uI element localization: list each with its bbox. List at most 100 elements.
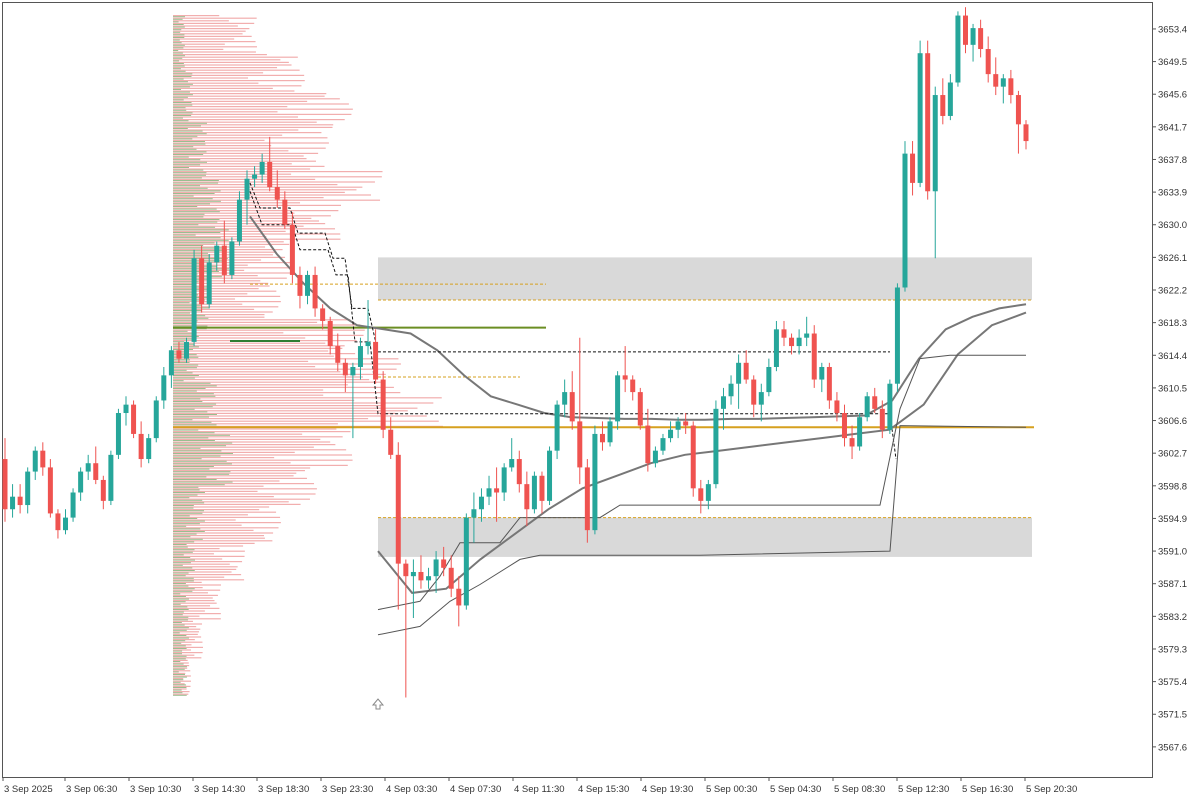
profile-bar: [173, 377, 195, 379]
profile-bar: [173, 108, 353, 110]
profile-bar: [173, 533, 197, 535]
profile-bar: [173, 345, 345, 347]
profile-bar: [173, 368, 397, 370]
candle-body: [63, 517, 69, 531]
profile-bar: [173, 184, 338, 186]
profile-bar: [173, 598, 189, 600]
profile-bar: [173, 588, 195, 590]
profile-bar: [173, 103, 349, 105]
profile-bar: [173, 507, 194, 509]
profile-bar: [173, 139, 265, 141]
profile-bar: [173, 429, 199, 431]
profile-bar: [173, 216, 204, 218]
profile-bar: [173, 545, 244, 547]
profile-bar: [173, 64, 292, 66]
price-axis: 3653.4 3649.5 3645.6 3641.7 3637.8 3633.9 3630…: [1152, 24, 1187, 753]
profile-bar: [173, 107, 186, 109]
profile-bar: [173, 174, 206, 176]
profile-bar: [173, 358, 399, 360]
profile-bar: [173, 321, 318, 323]
candle-body: [312, 274, 318, 309]
profile-bar: [173, 666, 187, 668]
candle-body: [320, 308, 326, 321]
profile-bar: [173, 35, 252, 37]
profile-bar: [173, 616, 189, 618]
candle-body: [637, 392, 643, 426]
profile-bar: [173, 228, 336, 230]
profile-bar: [173, 542, 255, 544]
profile-bar: [173, 662, 189, 664]
profile-bar: [173, 544, 187, 545]
profile-bar: [173, 69, 300, 71]
y-tick-label: 3567.6: [1158, 742, 1187, 753]
profile-bar: [173, 480, 280, 482]
profile-bar: [173, 687, 187, 688]
profile-bar: [173, 538, 203, 540]
profile-bar: [173, 527, 279, 529]
profile-bar: [173, 134, 283, 136]
profile-bar: [173, 37, 185, 38]
profile-bar: [173, 316, 265, 318]
profile-bar: [173, 689, 182, 691]
profile-bar: [173, 34, 185, 36]
profile-bar: [173, 234, 196, 236]
profile-bar: [173, 512, 203, 514]
profile-bar: [173, 384, 348, 386]
profile-bar: [173, 291, 195, 293]
profile-bar: [173, 613, 221, 615]
profile-bar: [173, 320, 198, 322]
profile-bar: [173, 332, 284, 334]
profile-bar: [173, 563, 230, 565]
profile-bar: [173, 295, 281, 297]
profile-bar: [173, 646, 203, 648]
profile-bar: [173, 230, 286, 232]
candle-body: [229, 241, 235, 275]
profile-bar: [173, 173, 292, 175]
profile-bar: [173, 39, 180, 41]
profile-bar: [173, 600, 215, 602]
profile-bar: [173, 597, 213, 599]
profile-bar: [173, 306, 279, 308]
candle-body: [547, 450, 553, 501]
profile-bar: [173, 355, 334, 357]
candle-body: [978, 28, 984, 50]
candle-body: [940, 95, 946, 116]
profile-bar: [173, 445, 227, 447]
profile-bar: [173, 440, 215, 441]
profile-bar: [173, 109, 187, 111]
profile-bar: [173, 187, 208, 189]
profile-bar: [173, 392, 401, 394]
profile-bar: [173, 180, 219, 181]
candle-body: [441, 559, 447, 568]
profile-bar: [173, 581, 202, 583]
profile-bar: [173, 649, 191, 651]
profile-bar: [173, 59, 281, 61]
candle-body: [857, 417, 863, 447]
profile-bar: [173, 622, 182, 623]
profile-bar: [173, 567, 193, 569]
profile-bar: [173, 580, 194, 582]
profile-bar: [173, 217, 312, 219]
profile-bar: [173, 68, 181, 70]
y-tick-label: 3579.3: [1158, 644, 1187, 655]
profile-bar: [173, 557, 191, 558]
profile-bar: [173, 51, 256, 53]
profile-bar: [173, 364, 199, 366]
profile-bar: [173, 185, 201, 187]
candle-body: [902, 153, 908, 288]
profile-bar: [173, 315, 206, 317]
profile-bar: [173, 485, 264, 487]
profile-bar: [173, 294, 199, 296]
profile-bar: [173, 55, 185, 57]
profile-bar: [173, 20, 229, 22]
zone-1: [378, 517, 1032, 557]
profile-bar: [173, 135, 198, 137]
candle-body: [471, 509, 477, 518]
candle-body: [630, 379, 636, 393]
profile-bar: [173, 494, 198, 496]
profile-bar: [173, 369, 187, 371]
profile-bar: [173, 238, 341, 240]
y-tick-label: 3637.8: [1158, 155, 1187, 166]
profile-bar: [173, 301, 281, 303]
